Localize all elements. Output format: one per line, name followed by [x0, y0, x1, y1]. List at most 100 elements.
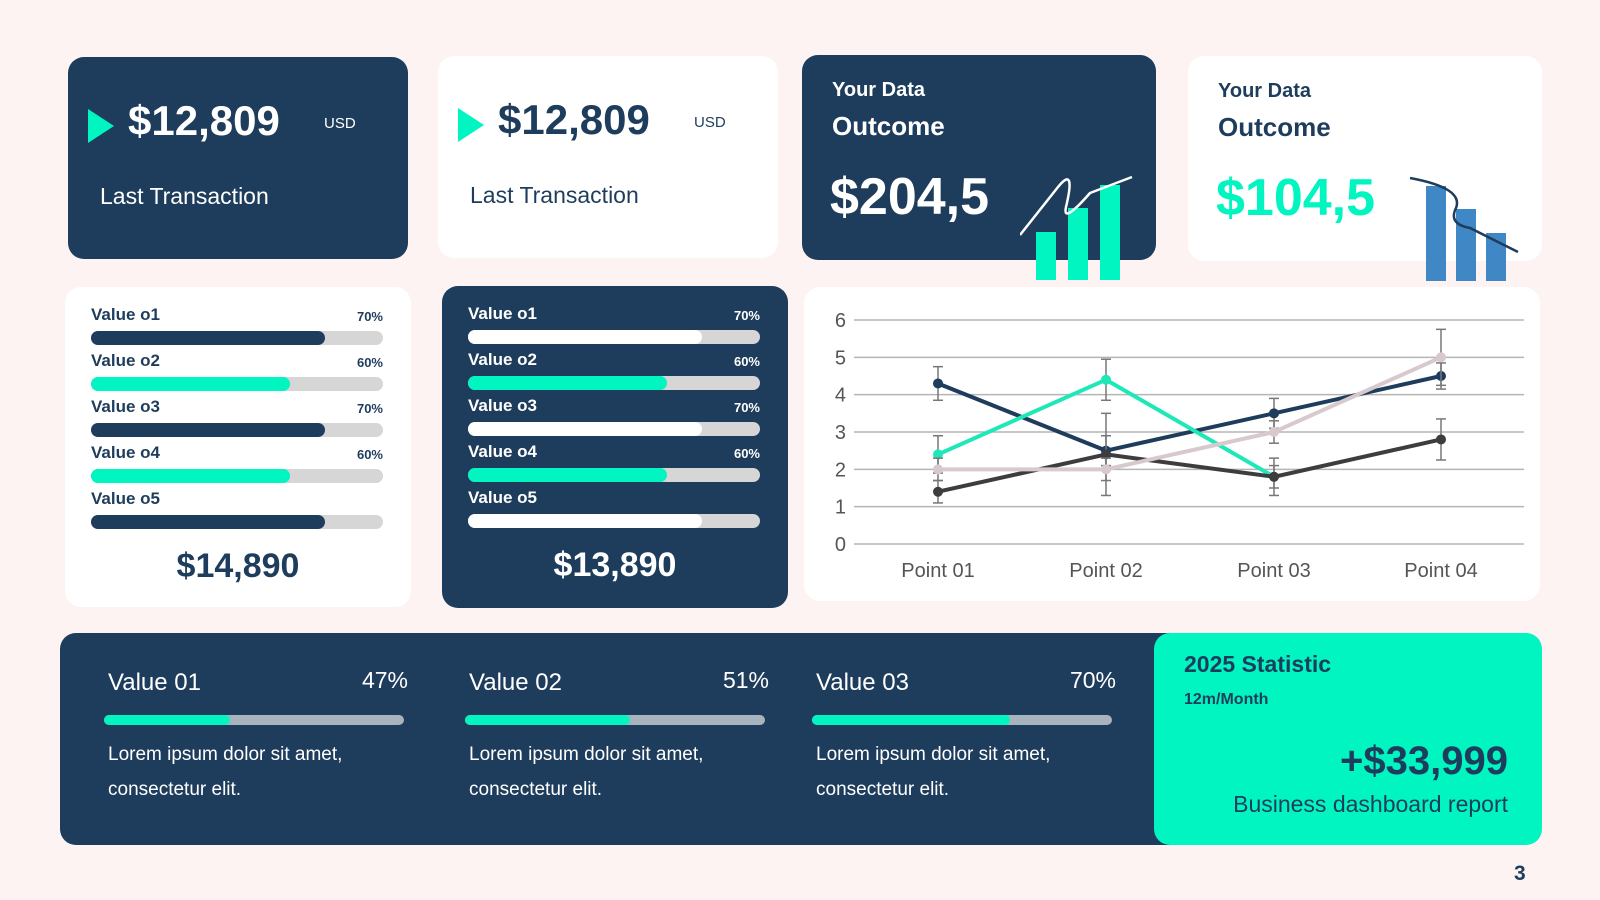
stat-percent: 70% [1069, 667, 1116, 693]
progress-percent: 60% [356, 355, 383, 370]
progress-track [468, 422, 760, 436]
progress-label: Value o3 [468, 396, 537, 415]
progress-fill [91, 331, 325, 345]
y-tick-label: 5 [835, 347, 846, 369]
progress-percent: 60% [733, 446, 760, 461]
transaction-currency: USD [324, 115, 356, 132]
data-point [1101, 464, 1111, 475]
progress-track [91, 377, 383, 391]
stat-label: Value 01 [108, 669, 201, 696]
y-tick-label: 3 [835, 422, 846, 444]
statistic-subtitle: 12m/Month [1184, 691, 1269, 708]
progress-label: Value o2 [468, 350, 537, 369]
data-point [933, 378, 943, 389]
progress-fill [468, 376, 667, 390]
series-line [937, 374, 1442, 453]
progress-label: Value o1 [91, 305, 160, 324]
stat-percent: 47% [361, 667, 408, 693]
progress-list-card-2: Value o1 70% Value o2 60% Value o3 70% V… [442, 286, 788, 608]
outcome-card-1: Your Data Outcome $204,5 [802, 55, 1156, 280]
data-point [1101, 449, 1111, 460]
progress-track [468, 514, 760, 528]
progress-fill [468, 330, 702, 344]
y-tick-label: 0 [835, 534, 846, 556]
series-line [938, 355, 1442, 472]
progress-list-card-1: Value o1 70% Value o2 60% Value o3 70% V… [65, 287, 411, 607]
stat-fill [465, 715, 630, 725]
outcome-title: Your Data [832, 79, 925, 101]
progress-track [468, 376, 760, 390]
play-icon [458, 108, 484, 142]
outcome-subtitle: Outcome [1218, 112, 1331, 142]
data-point [1436, 434, 1446, 445]
progress-fill [91, 377, 290, 391]
transaction-label: Last Transaction [470, 182, 639, 208]
stat-description: Lorem ipsum dolor sit amet, consectetur … [816, 744, 1051, 800]
stat-description: Lorem ipsum dolor sit amet, consectetur … [469, 744, 704, 800]
progress-track [91, 469, 383, 483]
x-tick-label: Point 01 [901, 560, 974, 582]
progress-total: $13,890 [553, 546, 677, 584]
progress-label: Value o2 [91, 351, 160, 370]
progress-track [468, 468, 760, 482]
progress-percent: 70% [733, 308, 760, 323]
x-tick-label: Point 03 [1237, 560, 1310, 582]
line-chart: 0 1 2 3 4 5 6 Point 01 Point 02 Point 03 Point 04 [835, 310, 1524, 582]
progress-percent: 60% [356, 447, 383, 462]
growth-bars-icon [1020, 175, 1133, 280]
data-point [1101, 374, 1111, 385]
stat-fill [812, 715, 1010, 725]
data-point [933, 464, 943, 475]
outcome-title: Your Data [1218, 80, 1311, 102]
stat-label: Value 03 [816, 669, 909, 696]
y-tick-label: 1 [835, 497, 846, 519]
progress-fill [468, 422, 702, 436]
progress-fill [91, 423, 325, 437]
statistic-title: 2025 Statistic [1184, 651, 1332, 677]
progress-fill [91, 515, 325, 529]
progress-percent: 70% [356, 401, 383, 416]
series-line [937, 437, 1442, 494]
progress-track [468, 330, 760, 344]
progress-fill [91, 469, 290, 483]
transaction-currency: USD [694, 114, 726, 131]
transaction-card-1: $12,809 USD Last Transaction [68, 57, 408, 259]
transaction-card-2: $12,809 USD Last Transaction [438, 56, 778, 258]
outcome-value: $204,5 [830, 168, 990, 226]
progress-label: Value o3 [91, 397, 160, 416]
progress-label: Value o1 [468, 304, 537, 323]
y-tick-label: 4 [835, 385, 846, 407]
line-chart-card: 0 1 2 3 4 5 6 Point 01 Point 02 Point 03 Point 04 [804, 287, 1540, 601]
data-point [1269, 427, 1279, 437]
outcome-subtitle: Outcome [832, 111, 945, 141]
progress-label: Value o4 [468, 442, 537, 461]
statistic-value: +$33,999 [1340, 739, 1508, 783]
stat-track [104, 715, 404, 725]
x-tick-label: Point 02 [1069, 560, 1142, 582]
stat-percent: 51% [722, 667, 769, 693]
page-number: 3 [1514, 862, 1526, 885]
y-tick-label: 6 [835, 310, 846, 332]
data-point [1269, 408, 1279, 419]
statistic-caption: Business dashboard report [1233, 791, 1508, 817]
transaction-amount: $12,809 [128, 97, 280, 144]
stat-description: Lorem ipsum dolor sit amet, consectetur … [108, 744, 343, 800]
x-tick-label: Point 04 [1404, 560, 1477, 582]
stat-track [812, 715, 1112, 725]
progress-percent: 70% [356, 309, 383, 324]
progress-total: $14,890 [176, 547, 300, 585]
play-icon [88, 109, 114, 143]
progress-track [91, 331, 383, 345]
decline-bars-icon [1409, 176, 1519, 281]
transaction-label: Last Transaction [100, 183, 269, 209]
stat-fill [104, 715, 230, 725]
progress-percent: 70% [733, 400, 760, 415]
stat-track [465, 715, 765, 725]
data-point [933, 486, 943, 497]
data-point [933, 449, 943, 460]
progress-fill [468, 468, 667, 482]
progress-label: Value o5 [91, 489, 160, 508]
progress-label: Value o5 [468, 488, 537, 507]
progress-percent: 60% [733, 354, 760, 369]
data-point [1269, 471, 1279, 482]
